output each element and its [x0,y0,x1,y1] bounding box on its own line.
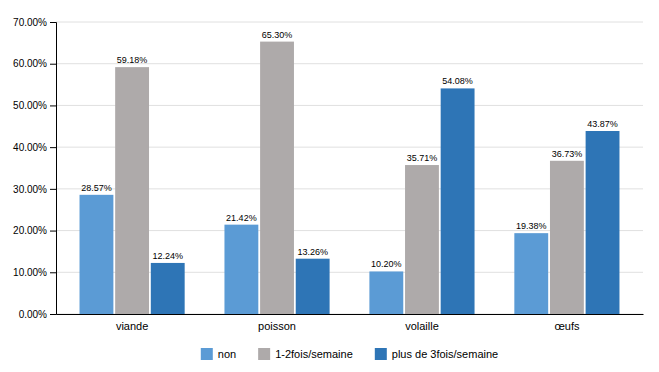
tick-label: 50.00% [13,100,47,111]
tick-label: 0.00% [19,309,47,320]
tick-label: œufs [554,320,580,332]
tick-mark [50,272,56,273]
tick: 40.00% [13,142,56,153]
data-label: 65.30% [262,30,293,40]
bars [80,42,620,314]
legend-swatch [258,348,270,360]
x-axis: viande poisson volaille œufs [57,315,644,332]
tick-label: volaille [405,320,439,332]
tick-label: 30.00% [13,184,47,195]
bar [514,233,548,314]
tick-mark [50,314,56,315]
legend-item: plus de 3fois/semaine [375,348,498,360]
bar [296,259,330,314]
tick-label: 40.00% [13,142,47,153]
tick-mark [50,64,56,65]
legend-item: non [201,348,236,360]
bar [224,225,258,314]
tick: 20.00% [13,225,56,236]
legend-swatch [201,348,213,360]
plot: 0.00% 10.00% 20.00% 30.00% 40.00% 50.00% 60.00… [13,17,643,332]
legend: non 1-2fois/semaine plus de 3fois/semaine [201,348,498,360]
data-label: 59.18% [117,55,148,65]
tick-label: 70.00% [13,17,47,28]
tick-mark [50,189,56,190]
grid-line [56,22,643,23]
bar [405,165,439,314]
tick: 60.00% [13,58,56,69]
bar [369,271,403,314]
tick: poisson [258,320,296,332]
tick: viande [116,320,148,332]
data-label: 10.20% [371,259,402,269]
legend-label: 1-2fois/semaine [275,348,353,360]
axis-line [50,23,57,315]
tick-mark [50,231,56,232]
tick-mark [50,105,56,106]
tick: 10.00% [13,267,56,278]
bar [80,195,114,314]
tick-label: 10.00% [13,267,47,278]
tick: volaille [405,320,439,332]
tick-label: 20.00% [13,225,47,236]
bar [441,88,475,314]
tick: 70.00% [13,17,56,28]
data-label: 12.24% [152,251,183,261]
tick-label: poisson [258,320,296,332]
data-label: 54.08% [442,76,473,86]
legend-label: non [218,348,236,360]
tick-mark [50,22,56,23]
data-label: 19.38% [516,221,547,231]
data-label: 13.26% [297,247,328,257]
axis-line [57,314,644,315]
bar [586,131,620,314]
bar [260,42,294,314]
y-axis: 0.00% 10.00% 20.00% 30.00% 40.00% 50.00% 60.00… [13,17,56,320]
tick: œufs [554,320,580,332]
legend-item: 1-2fois/semaine [258,348,353,360]
data-label: 28.57% [81,183,112,193]
legend-swatch [375,348,387,360]
bar [115,67,149,314]
tick: 0.00% [19,309,56,320]
tick-mark [50,147,56,148]
grid [56,22,643,314]
data-labels: 28.57% 21.42% 10.20% 19.38% 59.18% 65.30% 35.7… [81,30,618,270]
chart: 0.00% 10.00% 20.00% 30.00% 40.00% 50.00% 60.00… [0,0,659,372]
legend-label: plus de 3fois/semaine [392,348,498,360]
data-label: 36.73% [552,149,583,159]
bar [151,263,185,314]
bar [550,161,584,314]
data-label: 43.87% [587,119,618,129]
tick-label: viande [116,320,148,332]
data-label: 21.42% [226,213,257,223]
data-label: 35.71% [407,153,438,163]
tick: 30.00% [13,184,56,195]
tick-label: 60.00% [13,58,47,69]
tick: 50.00% [13,100,56,111]
